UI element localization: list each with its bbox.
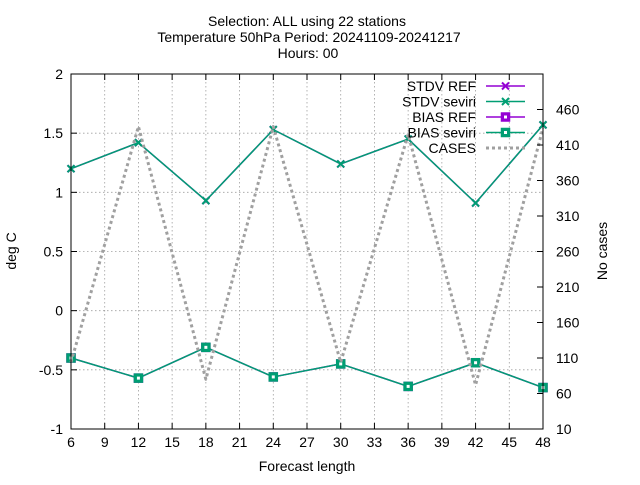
chart-title-line-1: Selection: ALL using 22 stations	[208, 13, 406, 29]
x-axis-label: Forecast length	[259, 458, 356, 474]
data-point-center	[204, 345, 208, 349]
y2-tick-label: 160	[556, 315, 580, 331]
y-tick-label: -0.5	[39, 362, 63, 378]
legend-label: CASES	[429, 140, 476, 156]
legend-label: BIAS REF	[412, 109, 476, 125]
data-point-center	[136, 376, 140, 380]
y2-tick-label: 60	[556, 386, 572, 402]
data-point-center	[504, 115, 507, 119]
x-tick-label: 36	[400, 434, 416, 450]
x-tick-label: 30	[333, 434, 349, 450]
x-tick-label: 21	[232, 434, 248, 450]
legend-entry: STDV seviri	[402, 94, 525, 110]
series-cases	[69, 125, 545, 387]
legend-entry: CASES	[429, 140, 525, 156]
chart-title-line-2: Temperature 50hPa Period: 20241109-20241…	[157, 29, 461, 45]
y-tick-label: 2	[55, 66, 63, 82]
y2-tick-label: 110	[556, 350, 579, 366]
y2-tick-label: 360	[556, 173, 580, 189]
x-tick-label: 15	[164, 434, 180, 450]
legend-entry: BIAS REF	[412, 109, 525, 125]
legend-label: STDV REF	[407, 78, 476, 94]
legend-label: BIAS seviri	[408, 125, 476, 141]
data-point-center	[271, 375, 275, 379]
legend-label: STDV seviri	[402, 94, 476, 110]
y2-tick-label: 210	[556, 279, 580, 295]
y-tick-label: 1.5	[44, 125, 64, 141]
legend-entry: STDV REF	[407, 78, 525, 94]
data-point	[471, 198, 480, 208]
legend-entry: BIAS seviri	[408, 125, 525, 141]
data-point	[501, 81, 510, 91]
series-line	[70, 124, 544, 204]
x-tick-label: 48	[535, 434, 551, 450]
y-axis-label: deg C	[3, 232, 19, 269]
x-tick-label: 39	[434, 434, 450, 450]
chart-title-line-3: Hours: 00	[278, 45, 339, 61]
data-point-center	[406, 384, 410, 388]
x-tick-label: 18	[198, 434, 214, 450]
x-tick-label: 24	[265, 434, 281, 450]
x-tick-label: 6	[67, 434, 75, 450]
data-point	[201, 196, 211, 205]
y2-tick-label: 460	[556, 102, 580, 118]
x-tick-label: 33	[367, 434, 383, 450]
x-tick-label: 27	[299, 434, 315, 450]
data-point-center	[504, 131, 507, 134]
y2-axis-label: No cases	[594, 222, 610, 280]
data-point	[336, 159, 345, 169]
data-point-center	[339, 362, 343, 366]
y-tick-label: 0	[55, 303, 63, 319]
series-line	[70, 346, 544, 389]
y2-tick-label: 410	[556, 137, 580, 153]
y-tick-label: 0.5	[44, 244, 64, 260]
x-tick-label: 45	[501, 434, 517, 450]
y2-tick-label: 10	[556, 421, 572, 437]
axes: 6 9 12 15 18 21 24 27 30 33 36 39 42 45 48-1-0.500.511…	[39, 66, 580, 450]
data-point	[501, 97, 510, 106]
x-tick-label: 42	[468, 434, 484, 450]
y-tick-label: -1	[51, 421, 64, 437]
y2-tick-label: 310	[556, 208, 580, 224]
data-point-center	[474, 361, 478, 365]
y-tick-label: 1	[55, 184, 63, 200]
y2-tick-label: 260	[556, 244, 580, 260]
x-tick-label: 12	[131, 434, 147, 450]
series-line	[69, 125, 545, 387]
x-tick-label: 9	[101, 434, 109, 450]
